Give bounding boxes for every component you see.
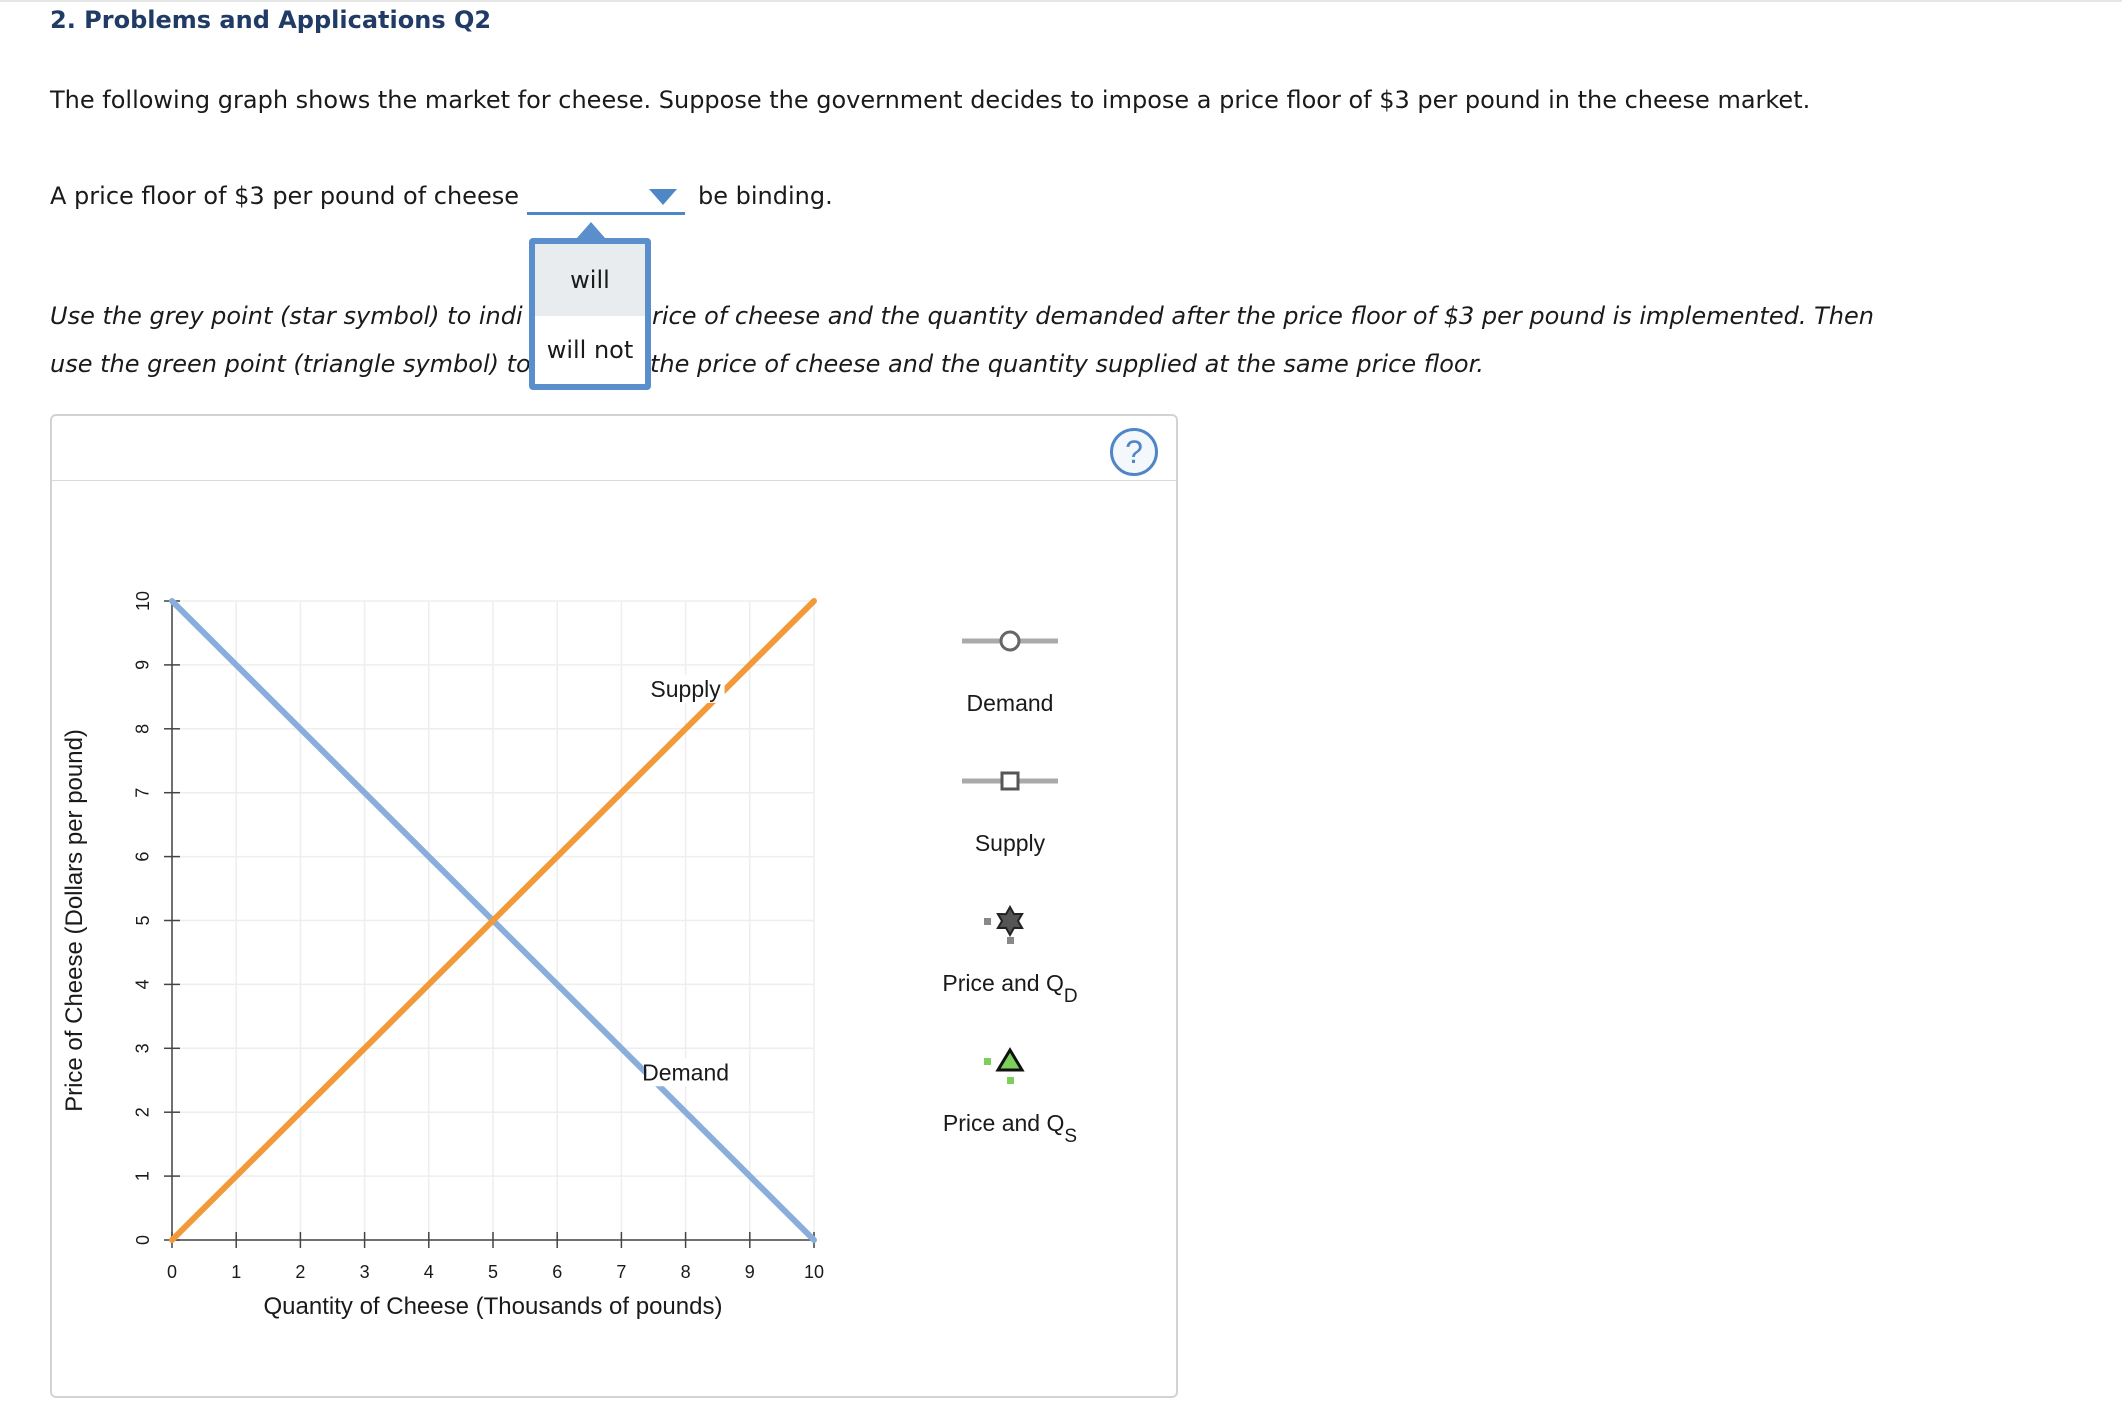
series-line-supply bbox=[169, 598, 817, 1243]
intro-text: The following graph shows the market for… bbox=[50, 86, 1811, 114]
instruction-line2-right: the price of cheese and the quantity sup… bbox=[650, 350, 1484, 378]
legend-dot bbox=[1007, 1077, 1014, 1084]
y-tick-label: 5 bbox=[133, 915, 153, 925]
panel-divider bbox=[52, 480, 1176, 481]
option-will[interactable]: will bbox=[535, 244, 645, 316]
triangle-marker-icon bbox=[995, 1047, 1025, 1072]
top-divider bbox=[0, 0, 2122, 2]
legend-dot bbox=[984, 1058, 991, 1065]
y-tick-label: 4 bbox=[133, 979, 153, 989]
legend-subscript: D bbox=[1064, 986, 1078, 1007]
question-prefix: A price floor of $3 per pound of cheese bbox=[50, 182, 519, 210]
legend-subscript: S bbox=[1064, 1126, 1077, 1147]
star-marker-icon bbox=[996, 904, 1024, 938]
x-tick-label: 5 bbox=[488, 1262, 498, 1282]
option-will-not[interactable]: will not bbox=[546, 336, 634, 364]
x-tick-label: 8 bbox=[681, 1262, 691, 1282]
x-tick-label: 2 bbox=[295, 1262, 305, 1282]
instruction-line1-right: rice of cheese and the quantity demanded… bbox=[652, 302, 1874, 330]
instruction-line2-left: use the green point (triangle symbol) to bbox=[50, 350, 531, 378]
x-tick-label: 9 bbox=[745, 1262, 755, 1282]
market-chart: 0 1 2 3 4 5 6 7 8 9 10 0 1 2 3 4 5 6 7 8 9 10 Demand Supply Qu… bbox=[61, 591, 1078, 1320]
series: Demand Supply bbox=[169, 598, 817, 1243]
y-tick-label: 7 bbox=[133, 788, 153, 798]
x-axis-label: Quantity of Cheese (Thousands of pounds) bbox=[264, 1293, 723, 1320]
x-tick-label: 10 bbox=[804, 1262, 824, 1282]
y-tick-label: 6 bbox=[133, 852, 153, 862]
series-label-bg bbox=[646, 1058, 725, 1087]
legend-dot bbox=[984, 918, 991, 925]
legend-label: Demand bbox=[967, 690, 1054, 716]
circle-marker-icon bbox=[999, 630, 1021, 652]
binding-dropdown-menu: will will not bbox=[529, 238, 651, 390]
x-tick-label: 7 bbox=[616, 1262, 626, 1282]
graph-panel: ? 0 1 2 3 4 5 6 7 8 9 10 0 1 2 3 4 5 6 7 8 9 10 Demand Supply … bbox=[50, 414, 1178, 1398]
y-tick-label: 9 bbox=[133, 660, 153, 670]
dropdown-pointer bbox=[577, 222, 605, 238]
legend-dot bbox=[1007, 937, 1014, 944]
series-label-bg bbox=[646, 674, 725, 703]
question-heading: 2. Problems and Applications Q2 bbox=[50, 6, 492, 34]
chevron-down-icon bbox=[649, 189, 677, 205]
y-tick-label: 8 bbox=[133, 724, 153, 734]
legend-label: Supply bbox=[975, 830, 1046, 856]
y-tick-label: 0 bbox=[133, 1235, 153, 1245]
legend-label: Price and QS bbox=[943, 1110, 1077, 1147]
square-marker-icon bbox=[1000, 771, 1020, 791]
y-tick-label: 2 bbox=[133, 1107, 153, 1117]
instruction-line1-left: Use the grey point (star symbol) to indi bbox=[50, 302, 523, 330]
y-tick-label: 10 bbox=[133, 591, 153, 611]
x-tick-label: 6 bbox=[552, 1262, 562, 1282]
x-tick-label: 1 bbox=[231, 1262, 241, 1282]
question-suffix: be binding. bbox=[698, 182, 833, 210]
x-tick-label: 4 bbox=[424, 1262, 434, 1282]
binding-select[interactable] bbox=[527, 181, 685, 215]
legend-label: Price and QD bbox=[942, 970, 1077, 1007]
x-tick-label: 3 bbox=[360, 1262, 370, 1282]
y-tick-label: 1 bbox=[133, 1171, 153, 1181]
series-label: Demand bbox=[642, 1059, 729, 1085]
x-tick-label: 0 bbox=[167, 1262, 177, 1282]
series-label: Supply bbox=[650, 676, 721, 702]
axes: 0 1 2 3 4 5 6 7 8 9 10 0 1 2 3 4 5 6 7 8 9 10 bbox=[133, 591, 824, 1282]
legend: Demand Supply Price and QD Price and QS bbox=[942, 630, 1078, 1147]
help-icon[interactable]: ? bbox=[1110, 428, 1158, 476]
y-tick-label: 3 bbox=[133, 1043, 153, 1053]
y-axis-label: Price of Cheese (Dollars per pound) bbox=[61, 729, 88, 1112]
